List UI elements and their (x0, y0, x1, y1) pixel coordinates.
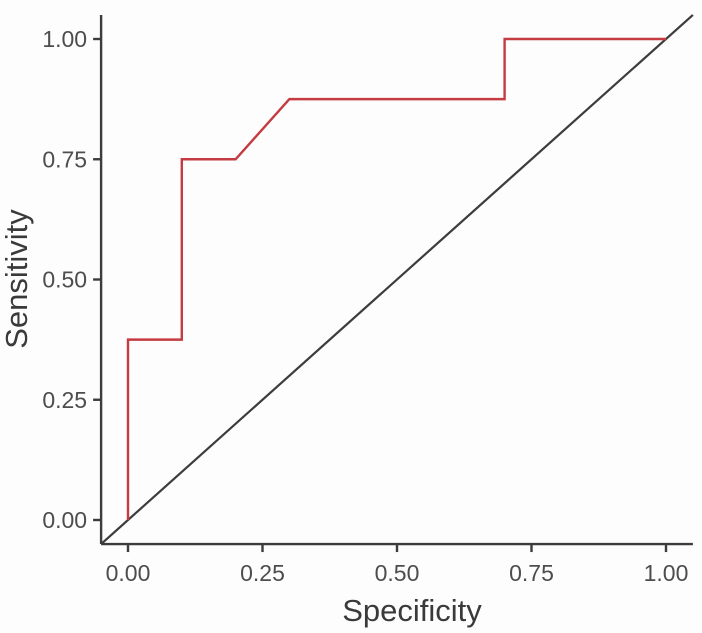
y-axis: 0.00 0.25 0.50 0.75 1.00 (42, 14, 103, 545)
y-tick-label: 0.50 (42, 267, 87, 293)
x-tick-label: 1.00 (644, 560, 689, 586)
reference-diagonal-line (100, 14, 694, 545)
x-tick-label: 0.25 (240, 560, 285, 586)
x-tick-label: 0.75 (509, 560, 554, 586)
x-tick-label: 0.50 (375, 560, 420, 586)
y-tick-label: 0.00 (42, 507, 87, 533)
plot-area (100, 14, 694, 545)
x-tick-label: 0.00 (106, 560, 151, 586)
x-axis: 0.00 0.25 0.50 0.75 1.00 (101, 542, 693, 586)
y-axis-title: Sensitivity (0, 209, 34, 349)
roc-curve-line (126, 37, 666, 520)
y-tick-label: 0.75 (42, 146, 87, 172)
x-axis-title: Specificity (342, 593, 482, 628)
y-tick-label: 1.00 (42, 26, 87, 52)
y-tick-label: 0.25 (42, 387, 87, 413)
